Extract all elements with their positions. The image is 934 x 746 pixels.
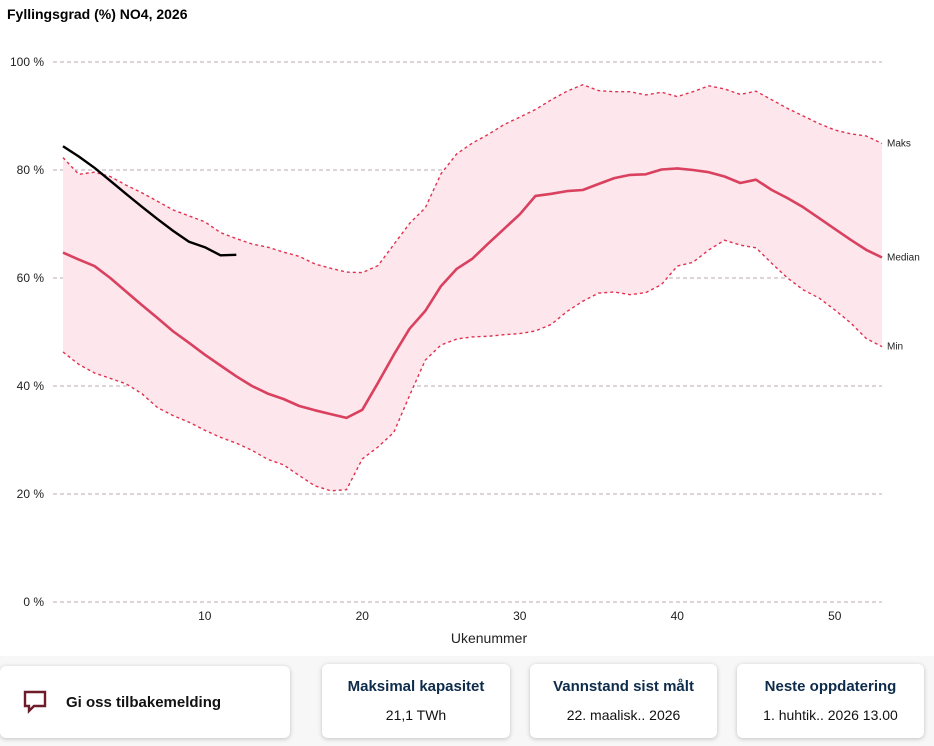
feedback-button[interactable]: Gi oss tilbakemelding (0, 666, 290, 738)
info-card-next-update: Neste oppdatering 1. huhtik.. 2026 13.00 (737, 664, 924, 738)
chat-bubble-icon (23, 690, 47, 714)
info-card-title: Maksimal kapasitet (347, 678, 485, 695)
series-labels: Maks Median Min (887, 139, 920, 353)
x-tick-label: 40 (671, 609, 685, 623)
series-lines (62, 83, 883, 492)
y-tick-label: 60 % (17, 271, 45, 285)
x-axis-title: Ukenummer (451, 630, 528, 646)
info-card-title: Neste oppdatering (764, 678, 897, 695)
y-tick-label: 40 % (17, 379, 45, 393)
x-axis-ticks: 10 20 30 40 50 (198, 609, 842, 623)
band-area (63, 84, 882, 491)
series-line-current-year (62, 145, 237, 257)
y-tick-label: 0 % (23, 595, 44, 609)
series-label-min: Min (887, 342, 903, 353)
feedback-label: Gi oss tilbakemelding (66, 693, 222, 711)
fill-level-chart: 0 % 20 % 40 % 60 % 80 % 100 % 10 20 30 40 50 Maks… (10, 55, 920, 646)
info-card-max-capacity: Maksimal kapasitet 21,1 TWh (322, 664, 510, 738)
x-tick-label: 50 (828, 609, 842, 623)
info-card-last-measured: Vannstand sist målt 22. maalisk.. 2026 (530, 664, 717, 738)
chart-title: Fyllingsgrad (%) NO4, 2026 (7, 6, 188, 22)
series-line-median (62, 167, 883, 420)
info-card-value: 22. maalisk.. 2026 (566, 707, 681, 723)
series-label-maks: Maks (887, 139, 911, 150)
x-tick-label: 30 (513, 609, 527, 623)
x-tick-label: 20 (356, 609, 370, 623)
series-label-median: Median (887, 252, 920, 263)
min-max-band (63, 84, 882, 491)
series-line-maks (62, 83, 883, 274)
x-tick-label: 10 (198, 609, 212, 623)
info-card-value: 21,1 TWh (385, 707, 447, 723)
y-tick-label: 20 % (17, 487, 45, 501)
y-axis-ticks: 0 % 20 % 40 % 60 % 80 % 100 % (10, 55, 44, 609)
info-card-value: 1. huhtik.. 2026 13.00 (763, 707, 898, 723)
y-tick-label: 100 % (10, 55, 44, 69)
series-line-min (62, 239, 883, 492)
info-card-title: Vannstand sist målt (553, 678, 694, 695)
y-tick-label: 80 % (17, 163, 45, 177)
